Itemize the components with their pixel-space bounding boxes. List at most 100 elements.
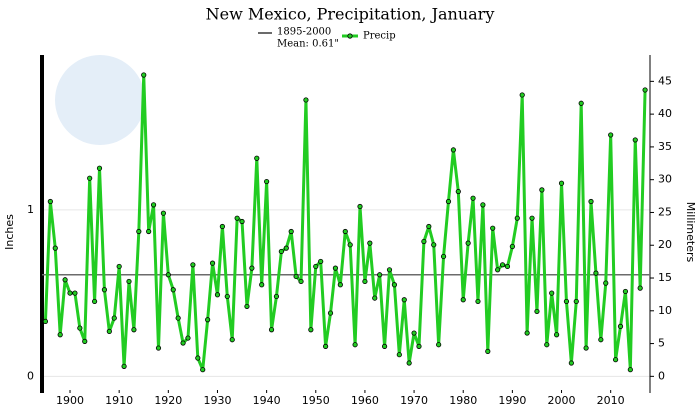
data-point bbox=[224, 293, 230, 300]
data-point bbox=[273, 293, 280, 300]
y2-tick-label: 10 bbox=[658, 304, 672, 317]
data-point bbox=[298, 278, 304, 285]
data-point bbox=[396, 352, 402, 358]
chart-title: New Mexico, Precipitation, January bbox=[206, 5, 495, 24]
data-point bbox=[175, 315, 181, 321]
data-point bbox=[367, 240, 373, 246]
data-point bbox=[470, 195, 476, 201]
data-point bbox=[185, 335, 191, 341]
data-point bbox=[254, 155, 260, 161]
data-point bbox=[337, 282, 343, 288]
x-tick-label: 2010 bbox=[597, 394, 625, 407]
data-point bbox=[598, 337, 604, 343]
data-point bbox=[578, 100, 584, 106]
data-point bbox=[327, 310, 334, 316]
y2-tick-label: 20 bbox=[658, 238, 672, 251]
data-point bbox=[303, 97, 309, 103]
data-point bbox=[372, 295, 378, 301]
data-point bbox=[116, 263, 122, 270]
data-point bbox=[386, 267, 393, 273]
data-point bbox=[264, 178, 270, 185]
data-point bbox=[401, 297, 407, 303]
data-point bbox=[485, 348, 491, 354]
data-point bbox=[249, 265, 255, 271]
x-tick-label: 1900 bbox=[56, 394, 84, 407]
data-point bbox=[627, 367, 633, 373]
data-point bbox=[131, 327, 137, 333]
data-point bbox=[278, 248, 284, 255]
data-point bbox=[539, 187, 545, 193]
legend-marker bbox=[347, 33, 353, 39]
y-axis-label: Inches bbox=[3, 214, 16, 250]
data-point bbox=[504, 263, 511, 270]
data-point bbox=[52, 245, 58, 251]
data-point bbox=[583, 345, 589, 351]
logo-watermark bbox=[55, 55, 145, 145]
data-point bbox=[411, 330, 417, 336]
data-point bbox=[573, 298, 579, 305]
data-point bbox=[421, 238, 427, 245]
data-point bbox=[200, 367, 206, 373]
data-point bbox=[67, 290, 73, 296]
data-point bbox=[101, 287, 108, 293]
data-point bbox=[57, 332, 63, 338]
y2-tick-label: 15 bbox=[658, 271, 672, 284]
legend-mean-name: 1895-2000 bbox=[277, 27, 331, 38]
data-point bbox=[126, 278, 132, 285]
y-tick-label: 1 bbox=[27, 203, 34, 216]
data-point bbox=[209, 260, 216, 266]
data-point bbox=[460, 297, 466, 303]
data-point bbox=[121, 363, 127, 369]
data-point bbox=[141, 72, 147, 78]
data-point bbox=[362, 278, 368, 285]
data-point bbox=[426, 223, 432, 230]
data-point bbox=[357, 203, 363, 210]
x-tick-label: 2000 bbox=[548, 394, 576, 407]
data-point bbox=[42, 318, 49, 325]
data-point bbox=[416, 343, 422, 349]
data-point bbox=[313, 263, 319, 270]
data-point bbox=[160, 210, 167, 216]
data-point bbox=[593, 270, 599, 276]
data-point bbox=[480, 202, 486, 208]
data-point bbox=[190, 262, 196, 268]
data-point bbox=[268, 327, 275, 333]
data-point bbox=[72, 290, 78, 296]
y2-tick-label: 35 bbox=[658, 140, 672, 153]
data-point bbox=[608, 132, 614, 138]
data-point bbox=[406, 360, 412, 366]
data-point bbox=[146, 228, 152, 235]
data-point bbox=[568, 360, 574, 366]
y2-tick-label: 40 bbox=[658, 107, 672, 120]
data-point bbox=[293, 273, 299, 280]
data-point bbox=[514, 215, 520, 221]
data-point bbox=[62, 277, 68, 283]
data-point bbox=[318, 258, 324, 265]
y2-tick-label: 45 bbox=[658, 74, 672, 87]
data-point bbox=[436, 342, 442, 348]
x-tick-label: 1980 bbox=[449, 394, 477, 407]
data-point bbox=[445, 198, 452, 205]
data-point bbox=[283, 245, 289, 251]
data-point bbox=[96, 165, 103, 171]
data-point bbox=[205, 317, 211, 323]
data-point bbox=[347, 242, 353, 248]
y2-tick-label: 30 bbox=[658, 173, 672, 186]
data-point bbox=[440, 253, 447, 260]
data-point bbox=[622, 288, 629, 295]
data-point bbox=[612, 357, 619, 363]
data-point bbox=[563, 298, 570, 305]
data-point bbox=[495, 267, 501, 273]
data-point bbox=[332, 265, 339, 271]
x-tick-label: 1930 bbox=[203, 394, 231, 407]
data-point bbox=[87, 175, 93, 181]
data-point bbox=[136, 228, 142, 235]
data-point bbox=[244, 303, 250, 310]
data-point bbox=[288, 228, 294, 235]
data-point bbox=[549, 290, 555, 296]
y-tick-label: 0 bbox=[27, 369, 34, 382]
data-point bbox=[509, 243, 515, 250]
data-point bbox=[475, 298, 481, 305]
data-point bbox=[617, 323, 624, 329]
